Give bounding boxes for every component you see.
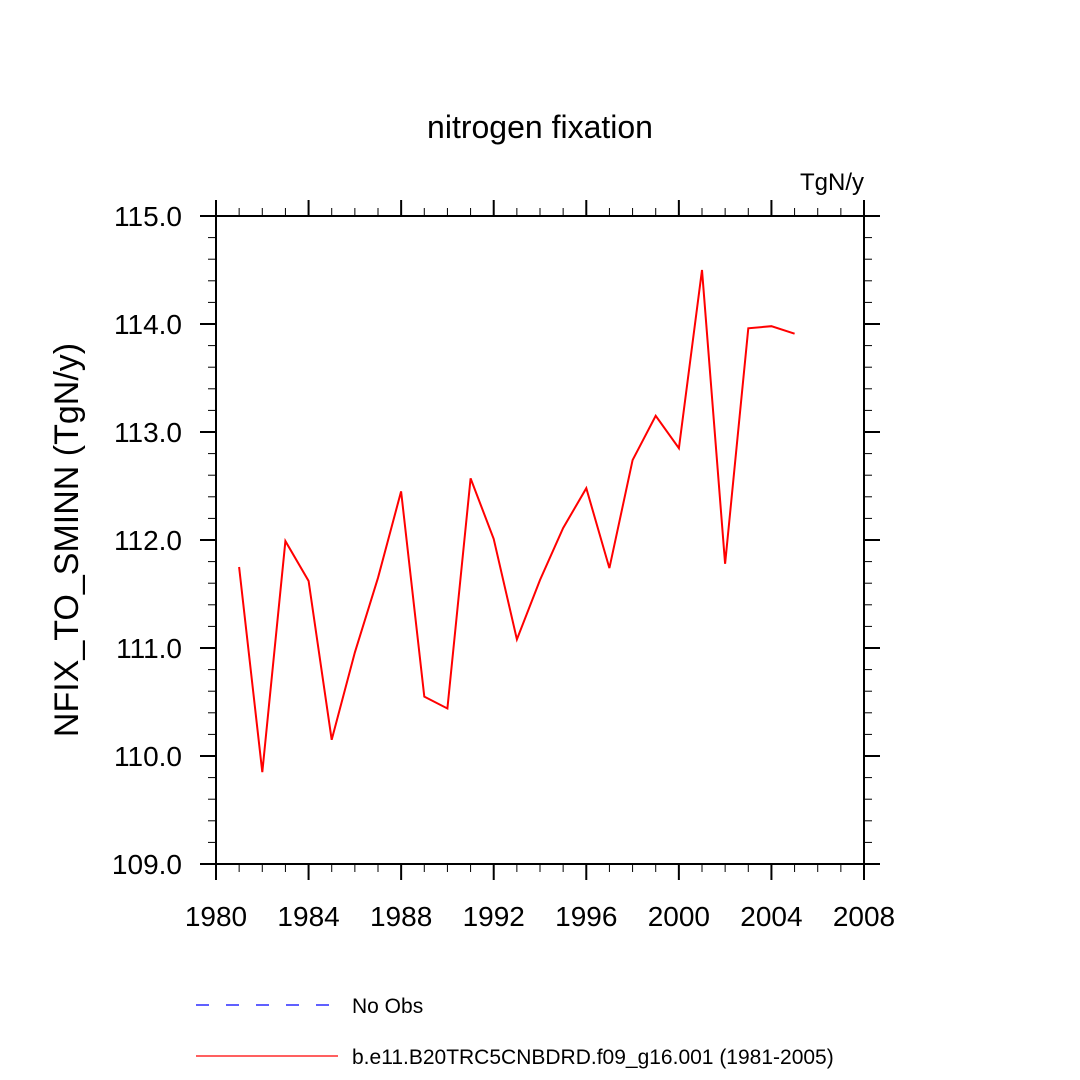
series-line [238,269,795,773]
x-tick-label: 2008 [833,901,895,932]
x-tick-label: 1984 [277,901,339,932]
legend-label: No Obs [352,995,423,1018]
legend-label: b.e11.B20TRC5CNBDRD.f09_g16.001 (1981-20… [352,1046,834,1069]
y-axis-label: NFIX_TO_SMINN (TgN/y) [48,343,86,737]
x-tick-label: 2004 [740,901,802,932]
y-tick-label: 112.0 [114,525,182,556]
x-tick-label: 1980 [185,901,247,932]
y-tick-label: 109.0 [112,849,182,880]
legend: No Obs b.e11.B20TRC5CNBDRD.f09_g16.001 (1… [196,995,834,1069]
y-tick-label: 113.0 [114,417,182,448]
x-tick-label: 1996 [555,901,617,932]
series-layer [238,269,795,773]
y-tick-label: 111.0 [116,633,182,664]
axis-tick-labels: 1980 1984 1988 1992 1996 2000 2004 2008 109.0 110… [112,201,895,932]
y-tick-label: 115.0 [114,201,182,232]
plot-frame [215,215,865,865]
y-tick-label: 110.0 [114,741,182,772]
x-tick-label: 2000 [648,901,710,932]
x-tick-label: 1988 [370,901,432,932]
chart-title: nitrogen fixation [427,109,653,145]
y-tick-label: 114.0 [114,309,182,340]
x-tick-label: 1992 [463,901,525,932]
units-label: TgN/y [800,169,864,196]
axis-ticks [200,200,880,880]
